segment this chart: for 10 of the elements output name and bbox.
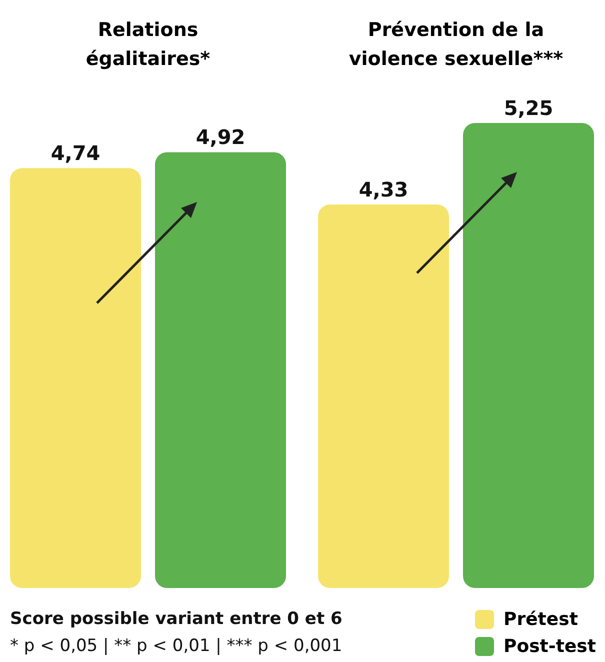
data-label: 4,33 [358, 177, 408, 202]
text: Score possible variant entre 0 et 6 [10, 608, 342, 631]
data-label: 4,74 [50, 141, 100, 166]
data-label: 5,25 [504, 96, 554, 120]
data-label: 4,92 [196, 125, 246, 150]
chart-title: Prévention de la violence sexuelle*** [348, 18, 564, 72]
chart-title: Relations égalitaires* [84, 18, 212, 72]
legend-label: Post-test [502, 635, 596, 659]
text: * p < 0,05 | ** p < 0,01 | *** p < 0,001 [10, 635, 342, 658]
legend-label: Prétest [502, 608, 579, 632]
